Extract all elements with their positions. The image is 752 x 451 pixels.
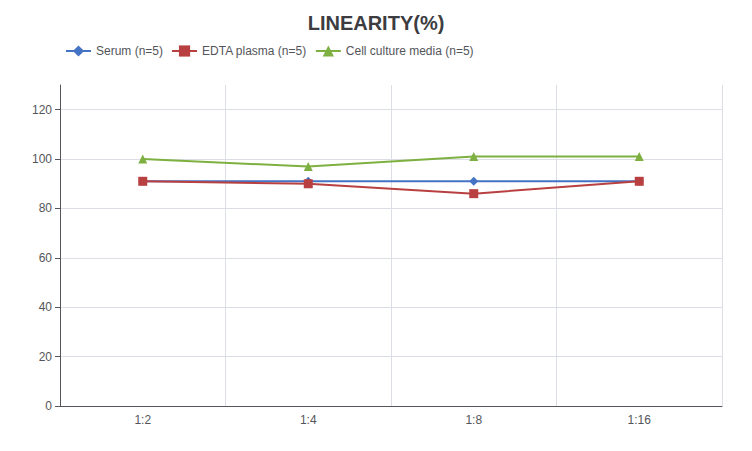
svg-text:1:8: 1:8 bbox=[465, 413, 482, 427]
svg-text:20: 20 bbox=[39, 350, 53, 364]
svg-text:120: 120 bbox=[32, 103, 52, 117]
svg-text:1:16: 1:16 bbox=[628, 413, 652, 427]
svg-text:1:4: 1:4 bbox=[300, 413, 317, 427]
svg-text:1:2: 1:2 bbox=[134, 413, 151, 427]
svg-text:Cell culture media (n=5): Cell culture media (n=5) bbox=[346, 44, 474, 58]
svg-text:LINEARITY(%): LINEARITY(%) bbox=[308, 12, 445, 34]
svg-text:Serum (n=5): Serum (n=5) bbox=[96, 44, 163, 58]
svg-text:80: 80 bbox=[39, 201, 53, 215]
svg-text:40: 40 bbox=[39, 300, 53, 314]
svg-text:100: 100 bbox=[32, 152, 52, 166]
svg-text:0: 0 bbox=[45, 399, 52, 413]
svg-text:60: 60 bbox=[39, 251, 53, 265]
svg-text:EDTA plasma (n=5): EDTA plasma (n=5) bbox=[202, 44, 306, 58]
